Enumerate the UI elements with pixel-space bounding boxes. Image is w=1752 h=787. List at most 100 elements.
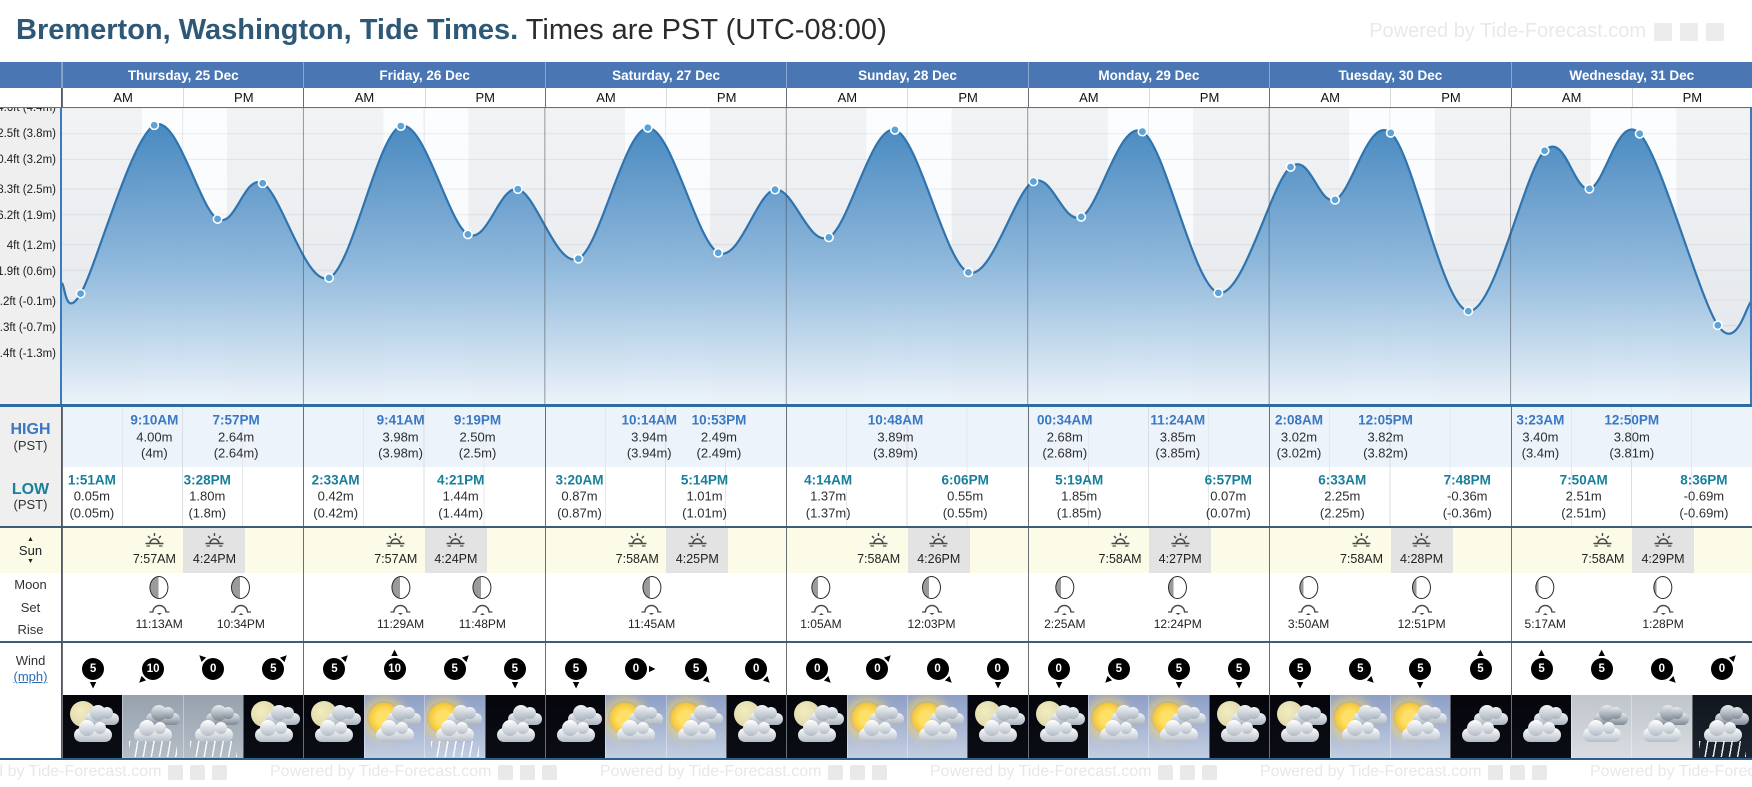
social-icon-2[interactable] <box>190 764 206 780</box>
social-icon-2[interactable] <box>1510 764 1526 780</box>
high-tide-entry-time: 7:57PM <box>212 412 260 428</box>
wind-cell: 0 5 5 5 <box>1027 643 1269 695</box>
social-icon-2[interactable] <box>850 764 866 780</box>
sunrise-icon <box>145 533 164 547</box>
y-axis-label: 8.3ft (2.5m) <box>0 184 56 196</box>
high-tide-entry-height: 3.89m <box>877 428 914 444</box>
wind-speed-value: 0 <box>745 658 768 680</box>
cloud-icon <box>979 720 1018 742</box>
low-tide-entry-height-alt: (0.05m) <box>69 505 115 521</box>
wind-speed-value: 5 <box>1349 658 1372 680</box>
wind-badge: 5 <box>1287 656 1313 682</box>
moon-cell: 11:13AM 10:34PM <box>62 573 303 641</box>
moonset-icon <box>390 604 411 615</box>
wind-badge: 0 <box>804 656 830 682</box>
rain-icon <box>129 741 177 757</box>
page-footer: Powered by Tide-Forecast.com Powered by T… <box>0 760 1752 787</box>
weather-tile-night-rain <box>1691 695 1752 758</box>
weather-tile-day-sun <box>1389 695 1451 758</box>
wind-badge: 5 <box>1226 656 1252 682</box>
weather-tile-day-sun <box>1329 695 1390 758</box>
wind-badge: 0 <box>864 656 890 682</box>
rain-icon <box>1698 741 1746 757</box>
social-icon-2[interactable] <box>1680 22 1698 41</box>
cloud-icon <box>145 705 180 725</box>
social-icon-1[interactable] <box>498 764 514 780</box>
cloud-icon <box>1160 720 1199 742</box>
social-icon-1[interactable] <box>1488 764 1504 780</box>
wind-speed-value: 5 <box>262 658 285 680</box>
low-tide-entry-height: 1.37m <box>810 488 847 504</box>
pm-label: PM <box>907 88 1027 107</box>
moon-rise-event: 3:50AM <box>1288 576 1329 630</box>
moon-set-time: 12:24PM <box>1153 617 1202 631</box>
cloud-icon <box>266 705 301 725</box>
low-tide-entry: 5:14PM 1.01m (1.01m) <box>681 471 728 522</box>
wind-badge: 10 <box>140 656 166 682</box>
moon-label: Moon <box>14 577 47 592</box>
sunrise-time: 7:57AM <box>132 552 176 566</box>
social-icon-1[interactable] <box>828 764 844 780</box>
moonset-icon <box>1167 604 1188 615</box>
sunset-time: 4:29PM <box>1641 552 1685 566</box>
weather-tile-rain <box>182 695 244 758</box>
social-icon-3[interactable] <box>1532 764 1548 780</box>
wind-speed-value: 0 <box>806 658 829 680</box>
sunrise-icon <box>1593 533 1612 547</box>
low-tide-entry-time: 7:50AM <box>1559 471 1608 487</box>
pm-label: PM <box>1148 88 1269 107</box>
tide-point-marker <box>1330 194 1341 205</box>
high-tide-row: HIGH (PST) 9:10AM 4.00m (4m) 7:57PM 2.64m (2.… <box>0 407 1752 467</box>
low-tide-entry-time: 6:06PM <box>941 471 989 487</box>
wind-badge: 5 <box>1529 656 1555 682</box>
page-title-timezone: Times are PST (UTC-08:00) <box>518 14 887 46</box>
sun-row: ▲ Sun ▼ 7:57AM 4:24PM 7:57AM 4:24PM 7:58AM 4:… <box>0 528 1752 573</box>
wind-unit-link[interactable]: (mph) <box>13 669 48 684</box>
moon-set-event: 12:03PM <box>908 576 956 630</box>
tide-area-fill <box>62 124 1752 404</box>
wind-badge: 0 <box>200 656 226 682</box>
cloud-icon <box>326 705 361 725</box>
high-tide-entry-height: 2.68m <box>1046 428 1083 444</box>
cloud-icon <box>1111 705 1146 725</box>
sunrise-icon <box>628 533 647 547</box>
social-icon-3[interactable] <box>872 764 888 780</box>
tide-point-marker <box>713 247 724 258</box>
cloud-icon <box>870 705 904 725</box>
high-tide-entry-time: 10:53PM <box>691 412 747 428</box>
social-icon-1[interactable] <box>168 764 184 780</box>
social-icon-2[interactable] <box>1180 764 1196 780</box>
footer-watermark-text: Powered by Tide-Forecast.com <box>1260 763 1482 780</box>
sun-row-label: ▲ Sun ▼ <box>0 528 62 573</box>
tide-point-marker <box>212 214 223 224</box>
social-icon-1[interactable] <box>1654 22 1672 41</box>
social-icon-3[interactable] <box>1202 764 1218 780</box>
wind-badge: 5 <box>442 656 468 682</box>
cloud-icon <box>436 720 475 742</box>
wind-speed-value: 5 <box>685 658 708 680</box>
weather-tile-night-cloudy <box>484 695 545 758</box>
header-watermark-text: Powered by Tide-Forecast.com <box>1369 20 1646 42</box>
social-icon-3[interactable] <box>542 764 558 780</box>
ampm-cell: AM PM <box>1510 88 1752 107</box>
low-tide-entry-height: 1.01m <box>686 488 723 504</box>
moon-rise-time: 5:17AM <box>1524 617 1566 631</box>
low-tide-entry-time: 8:36PM <box>1680 471 1728 487</box>
tide-point-marker <box>1213 287 1224 298</box>
social-icon-2[interactable] <box>520 764 536 780</box>
footer-watermark: Powered by Tide-Forecast.com <box>0 763 228 781</box>
low-tide-entry-height: 0.05m <box>73 488 110 504</box>
moon-set-time: 1:28PM <box>1642 617 1684 631</box>
social-icon-1[interactable] <box>1158 764 1174 780</box>
tide-point-marker <box>963 267 974 278</box>
weather-tile-day-sun <box>363 695 425 758</box>
high-tide-entry-time: 9:19PM <box>453 412 502 428</box>
am-label: AM <box>596 90 616 105</box>
low-tide-entry-height-alt: (2.25m) <box>1319 505 1365 521</box>
social-icon-3[interactable] <box>1706 22 1724 41</box>
social-icon-3[interactable] <box>212 764 228 780</box>
sunrise-time: 7:58AM <box>1098 552 1142 566</box>
low-tide-entry-time: 6:57PM <box>1204 471 1252 487</box>
moon-set-event: 11:13AM <box>136 576 183 630</box>
moon-phase-icon <box>1055 576 1075 599</box>
